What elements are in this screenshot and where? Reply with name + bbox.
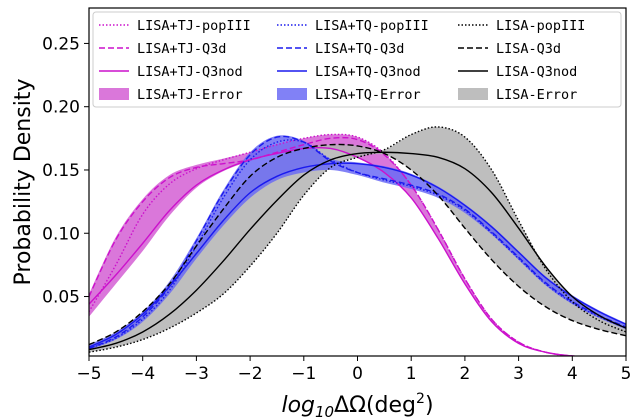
x-tick-label: 4 [567, 364, 578, 384]
x-axis: −5 −4 −3 −2 −1 0 1 2 3 4 5 [76, 356, 631, 384]
x-tick-label: −3 [184, 364, 209, 384]
x-tick-label: 0 [352, 364, 363, 384]
legend-label: LISA+TQ-Q3d [315, 41, 404, 57]
y-axis: 0.05 0.10 0.15 0.20 0.25 [42, 34, 89, 307]
x-tick-label: −1 [291, 364, 316, 384]
legend-label: LISA+TJ-popIII [137, 18, 251, 34]
legend-swatch [99, 88, 129, 100]
y-tick-label: 0.05 [42, 288, 80, 308]
x-tick-label: −4 [130, 364, 155, 384]
legend-swatch [458, 88, 488, 100]
x-tick-label: 3 [513, 364, 524, 384]
legend-label: LISA-Error [496, 87, 577, 103]
x-tick-label: −2 [238, 364, 263, 384]
x-axis-title: log10ΔΩ(deg2) [281, 391, 433, 420]
legend-label: LISA+TQ-popIII [315, 18, 429, 34]
x-tick-label: −5 [76, 364, 101, 384]
legend-label: LISA-Q3d [496, 41, 561, 57]
y-tick-label: 0.10 [42, 224, 80, 244]
legend-label: LISA+TQ-Error [315, 87, 421, 103]
y-axis-title: Probability Density [11, 79, 36, 286]
legend-label: LISA+TJ-Q3d [137, 41, 226, 57]
legend-label: LISA+TQ-Q3nod [315, 64, 421, 80]
legend-label: LISA-popIII [496, 18, 585, 34]
legend-label: LISA+TJ-Q3nod [137, 64, 243, 80]
legend-label: LISA+TJ-Error [137, 87, 243, 103]
x-tick-label: 2 [459, 364, 470, 384]
y-tick-label: 0.25 [42, 34, 80, 54]
x-tick-label: 1 [406, 364, 417, 384]
band-lisa-error [89, 127, 626, 352]
legend-swatch [277, 88, 307, 100]
y-tick-label: 0.15 [42, 161, 80, 181]
y-tick-label: 0.20 [42, 98, 80, 118]
legend: LISA+TJ-popIII LISA+TJ-Q3d LISA+TJ-Q3nod LI… [93, 12, 621, 107]
x-tick-label: 5 [621, 364, 632, 384]
legend-label: LISA-Q3nod [496, 64, 577, 80]
error-bands [89, 127, 626, 359]
